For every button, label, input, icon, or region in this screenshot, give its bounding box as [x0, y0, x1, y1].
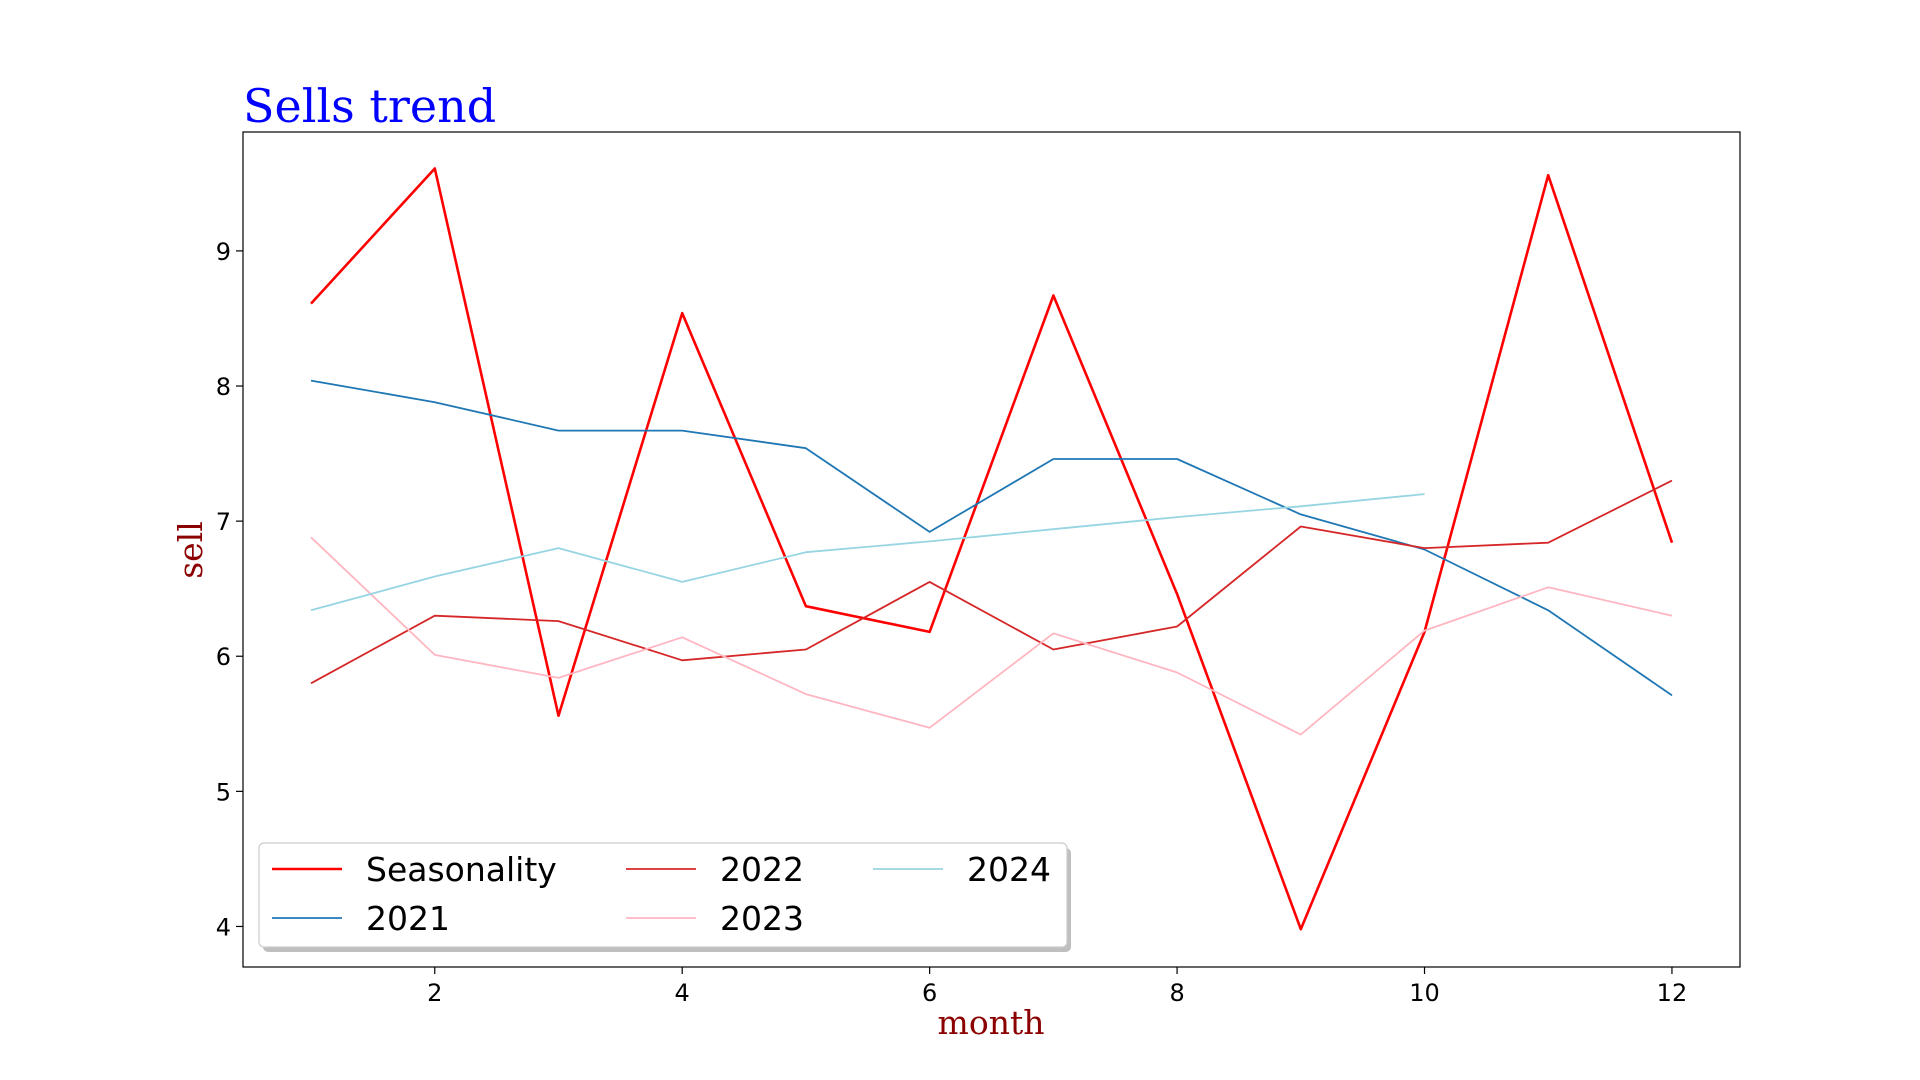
y-tick-label: 4	[216, 913, 231, 941]
plot-area-frame	[242, 131, 1741, 968]
x-tick-label: 6	[922, 979, 937, 1007]
legend-label-2021: 2021	[366, 899, 450, 938]
x-tick-label: 2	[427, 979, 442, 1007]
series-line-2023	[310, 536, 1673, 736]
y-axis-label: sell	[171, 521, 210, 579]
y-tick-label: 7	[216, 508, 231, 536]
x-tick-label: 8	[1169, 979, 1184, 1007]
legend-label-seasonality: Seasonality	[366, 850, 557, 889]
y-tick-label: 6	[216, 643, 231, 671]
series-line-2024	[310, 493, 1425, 612]
series-layer	[310, 167, 1674, 931]
legend-box	[258, 842, 1068, 948]
chart-title: Sells trend	[243, 79, 496, 133]
y-tick-label: 5	[216, 778, 231, 806]
legend-label-2022: 2022	[720, 850, 804, 889]
x-tick-label: 12	[1657, 979, 1688, 1007]
series-line-2022	[310, 479, 1673, 685]
y-axis: 4 5 6 7 8 9	[216, 238, 243, 941]
legend-label-2023: 2023	[720, 899, 804, 938]
x-tick-label: 10	[1409, 979, 1440, 1007]
series-line-seasonality	[310, 167, 1674, 931]
x-axis: 2 4 6 8 10 12	[427, 967, 1687, 1007]
legend-label-2024: 2024	[967, 850, 1051, 889]
series-line-2021	[310, 379, 1673, 697]
legend: Seasonality 2021 2022 2023 2024	[258, 842, 1071, 952]
y-tick-label: 9	[216, 238, 231, 266]
x-tick-label: 4	[675, 979, 690, 1007]
y-tick-label: 8	[216, 373, 231, 401]
x-axis-label: month	[938, 1003, 1045, 1042]
